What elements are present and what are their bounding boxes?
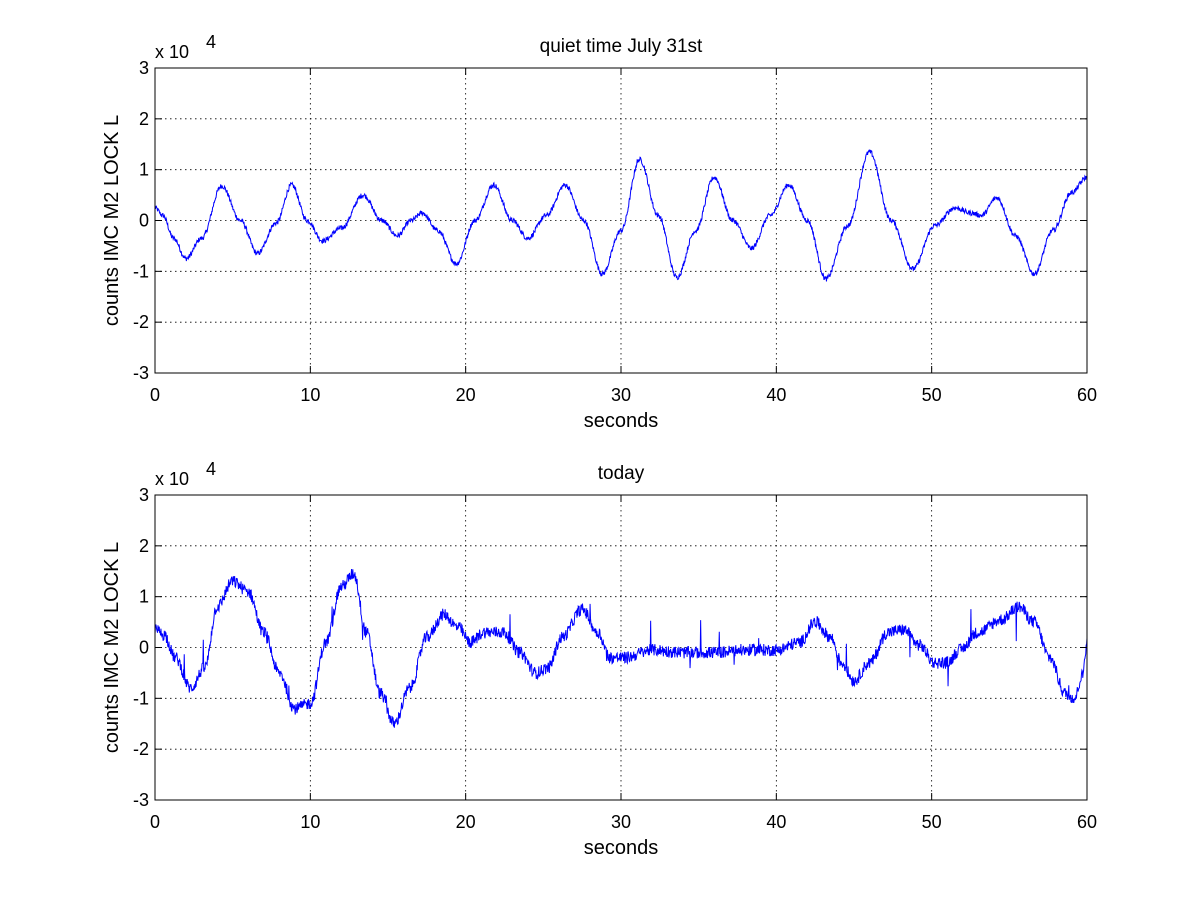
bottom-chart-title: today <box>598 463 645 484</box>
top-ytick-label: -3 <box>133 363 149 383</box>
bottom-ytick-label: -1 <box>133 688 149 708</box>
top-ytick-label: -1 <box>133 261 149 281</box>
bottom-xtick-label: 0 <box>150 812 160 832</box>
bottom-series-line <box>154 569 1088 728</box>
bottom-y-axis-label: counts IMC M2 LOCK L <box>101 542 123 753</box>
top-ytick-label: 1 <box>139 160 149 180</box>
top-xtick-label: 60 <box>1077 385 1097 405</box>
top-ytick-label: 0 <box>139 211 149 231</box>
bottom-xtick-label: 10 <box>300 812 320 832</box>
bottom-xtick-label: 30 <box>611 812 631 832</box>
top-xtick-label: 40 <box>766 385 786 405</box>
top-x-axis-label: seconds <box>584 410 659 432</box>
top-xtick-label: 10 <box>300 385 320 405</box>
top-panel: 0 10 20 30 40 50 60 -3 -2 -1 0 1 2 3 x 10 4 quiet time J… <box>101 32 1097 432</box>
bottom-ytick-label: -2 <box>133 739 149 759</box>
top-xtick-label: 50 <box>922 385 942 405</box>
top-ytick-label: 2 <box>139 109 149 129</box>
bottom-y-multiplier: x 10 <box>155 469 189 489</box>
top-y-axis-label: counts IMC M2 LOCK L <box>101 115 123 326</box>
top-xtick-label: 20 <box>456 385 476 405</box>
bottom-xtick-label: 60 <box>1077 812 1097 832</box>
bottom-y-multiplier-exponent: 4 <box>206 459 216 479</box>
bottom-xtick-label: 20 <box>456 812 476 832</box>
bottom-ytick-label: -3 <box>133 790 149 810</box>
bottom-ytick-label: 3 <box>139 485 149 505</box>
bottom-xtick-label: 50 <box>922 812 942 832</box>
top-ytick-label: -2 <box>133 312 149 332</box>
bottom-panel: 0 10 20 30 40 50 60 -3 -2 -1 0 1 2 3 x 10 4 today seconds… <box>101 459 1097 859</box>
top-chart-title: quiet time July 31st <box>540 36 703 57</box>
top-series-line <box>154 149 1088 282</box>
bottom-x-axis-label: seconds <box>584 837 659 859</box>
bottom-ytick-label: 1 <box>139 587 149 607</box>
bottom-xtick-label: 40 <box>766 812 786 832</box>
top-y-multiplier-exponent: 4 <box>206 32 216 52</box>
top-ytick-label: 3 <box>139 58 149 78</box>
top-xtick-label: 30 <box>611 385 631 405</box>
bottom-ytick-label: 2 <box>139 536 149 556</box>
bottom-ytick-label: 0 <box>139 638 149 658</box>
top-xtick-label: 0 <box>150 385 160 405</box>
top-y-multiplier: x 10 <box>155 42 189 62</box>
